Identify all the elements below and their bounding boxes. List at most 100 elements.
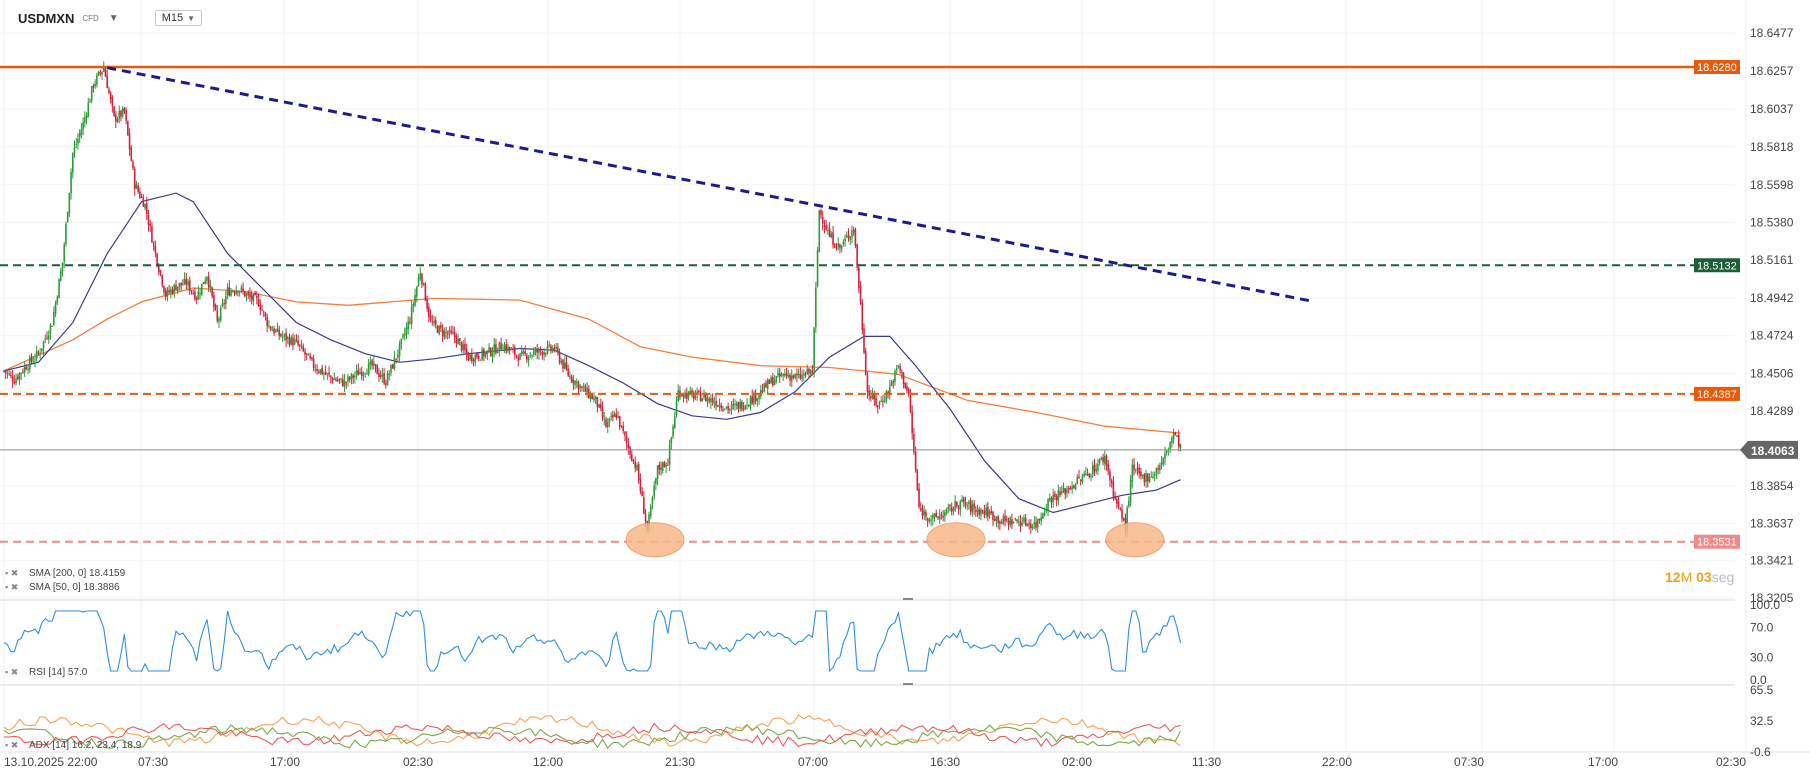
candle [228, 287, 231, 296]
candle [331, 378, 334, 382]
candle [1109, 471, 1111, 481]
time-tick-label: 07:30 [138, 755, 168, 769]
candle [194, 291, 196, 300]
candle [495, 344, 497, 354]
candle [661, 462, 664, 471]
candle [214, 305, 217, 310]
candle [596, 397, 599, 408]
candle [1093, 464, 1096, 472]
candle [140, 196, 143, 198]
candle [343, 380, 346, 387]
candle [1071, 486, 1073, 490]
candle [297, 340, 299, 345]
candle [653, 485, 655, 497]
candle [360, 371, 363, 377]
downtrend-line[interactable] [106, 66, 1312, 303]
candle [892, 381, 895, 383]
candle [999, 521, 1001, 524]
candle [1097, 463, 1099, 471]
timeframe-select[interactable]: M15 ▼ [154, 10, 203, 26]
candle [957, 507, 960, 509]
candle [438, 325, 440, 335]
candle [397, 354, 399, 358]
candle [121, 108, 124, 117]
candle [797, 373, 800, 375]
candle [285, 332, 287, 341]
candle [1174, 432, 1177, 435]
symbol-name[interactable]: USDMXN [18, 10, 75, 26]
candle [216, 310, 219, 321]
candle [78, 133, 81, 138]
candle [816, 250, 819, 287]
candle [254, 292, 256, 296]
candle [491, 353, 494, 357]
candle [1133, 464, 1135, 470]
candle [878, 401, 881, 406]
support-highlight-circle [926, 522, 986, 558]
candle [314, 369, 317, 371]
panel-resize-handle[interactable] [903, 683, 913, 685]
candle [524, 351, 526, 354]
candle [1036, 519, 1039, 528]
candle [894, 370, 896, 382]
candle [366, 373, 368, 375]
candle [913, 433, 915, 452]
candle [727, 406, 729, 410]
candle [844, 238, 846, 242]
candle [876, 405, 879, 408]
candle [747, 405, 750, 407]
symbol-dropdown-icon[interactable]: ▼ [108, 12, 119, 24]
candle [29, 357, 31, 370]
candle [3, 370, 5, 372]
candle [419, 273, 422, 279]
candle [443, 330, 446, 338]
candle [766, 379, 769, 390]
candle [128, 133, 131, 150]
candle [101, 71, 103, 75]
candle [1122, 518, 1125, 520]
candle [378, 373, 380, 377]
sma50-legend: SMA [50, 0] 18.3886 [29, 582, 120, 593]
candle [164, 290, 167, 297]
candle [288, 337, 291, 345]
candle [1119, 508, 1122, 510]
candle [364, 373, 366, 375]
candle [34, 359, 36, 361]
candle [505, 343, 508, 351]
adx-tick-label: -0.6 [1750, 745, 1771, 759]
candle [594, 395, 597, 399]
candle [1054, 493, 1056, 497]
candle [1114, 496, 1116, 499]
candle [379, 375, 382, 378]
candle [610, 415, 612, 418]
candle [123, 108, 126, 112]
candle [8, 373, 10, 375]
candle [531, 355, 533, 357]
support-highlight-circle [625, 522, 685, 558]
adx-tick-label: 32.5 [1750, 714, 1774, 728]
candle [233, 292, 236, 294]
candle [1018, 521, 1020, 523]
candle [586, 387, 588, 394]
candle [1090, 475, 1092, 478]
candle [381, 374, 384, 377]
candle [409, 322, 411, 324]
candle [670, 437, 673, 444]
sma200-line [3, 287, 1181, 434]
candle [247, 292, 250, 295]
candle [118, 111, 121, 119]
time-tick-label: 12:00 [533, 755, 563, 769]
candle [1076, 477, 1079, 484]
candle [584, 386, 587, 393]
candle [589, 394, 592, 399]
panel-resize-handle[interactable] [903, 598, 913, 600]
candle [281, 336, 284, 338]
candle [790, 375, 793, 382]
time-tick-label: 17:00 [270, 755, 300, 769]
candle [269, 326, 272, 330]
candle [197, 291, 200, 300]
candle [618, 416, 621, 428]
sma50-line [3, 192, 1181, 514]
candle [476, 353, 478, 358]
